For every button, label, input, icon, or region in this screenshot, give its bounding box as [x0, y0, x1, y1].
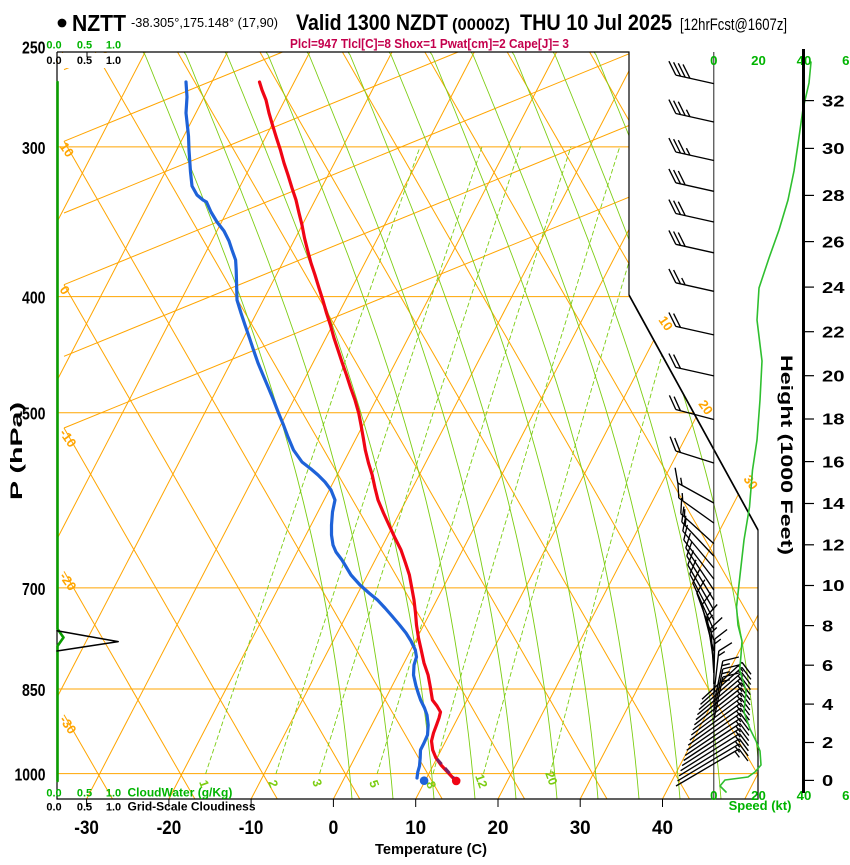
svg-text:12: 12: [822, 538, 845, 555]
svg-text:24: 24: [822, 280, 845, 297]
svg-text:Valid 1300 NZDT: Valid 1300 NZDT: [296, 10, 448, 35]
svg-text:0: 0: [710, 53, 717, 68]
svg-text:3: 3: [309, 777, 325, 788]
svg-text:0.5: 0.5: [77, 802, 92, 814]
svg-text:[12hrFcst@1607z]: [12hrFcst@1607z]: [680, 15, 787, 34]
svg-text:0.5: 0.5: [77, 55, 92, 67]
svg-text:20: 20: [751, 788, 766, 803]
svg-text:1: 1: [196, 778, 212, 789]
svg-text:Plcl=947 Tlcl[C]=8 Shox=1 Pwat: Plcl=947 Tlcl[C]=8 Shox=1 Pwat[cm]=2 Cap…: [290, 36, 569, 51]
svg-text:1.0: 1.0: [106, 802, 121, 814]
svg-text:4: 4: [822, 697, 833, 714]
svg-text:60: 60: [842, 53, 850, 68]
svg-text:8: 8: [423, 779, 439, 790]
svg-text:(0000Z): (0000Z): [452, 15, 510, 34]
svg-text:300: 300: [22, 138, 46, 158]
svg-text:10: 10: [656, 313, 677, 333]
svg-text:0.5: 0.5: [77, 788, 92, 800]
svg-text:0.0: 0.0: [46, 55, 61, 67]
svg-text:0.5: 0.5: [77, 40, 92, 52]
svg-text:10: 10: [57, 139, 78, 159]
svg-text:CloudWater (g/Kg): CloudWater (g/Kg): [128, 786, 233, 800]
svg-text:Height (1000 Feet): Height (1000 Feet): [777, 355, 796, 555]
svg-text:NZTT: NZTT: [72, 10, 126, 36]
svg-text:700: 700: [22, 579, 46, 599]
svg-text:20: 20: [751, 53, 766, 68]
svg-text:40: 40: [652, 818, 673, 839]
svg-text:22: 22: [822, 324, 845, 341]
svg-text:THU 10 Jul 2025: THU 10 Jul 2025: [520, 10, 672, 35]
svg-text:30: 30: [822, 141, 845, 158]
svg-text:20: 20: [488, 818, 509, 839]
svg-text:500: 500: [22, 404, 46, 424]
svg-text:10: 10: [822, 578, 845, 595]
svg-text:12: 12: [472, 772, 490, 790]
svg-text:Temperature (C): Temperature (C): [375, 841, 487, 858]
svg-text:2: 2: [265, 778, 281, 789]
svg-text:0.0: 0.0: [46, 40, 61, 52]
svg-text:30: 30: [570, 818, 591, 839]
svg-text:20: 20: [542, 769, 560, 787]
svg-text:16: 16: [822, 454, 845, 471]
svg-text:Grid-Scale Cloudiness: Grid-Scale Cloudiness: [128, 800, 256, 814]
svg-text:2: 2: [822, 735, 833, 752]
svg-text:Speed (kt): Speed (kt): [729, 798, 792, 813]
svg-text:250: 250: [22, 38, 46, 58]
svg-text:0: 0: [710, 788, 717, 803]
svg-text:1.0: 1.0: [106, 40, 121, 52]
svg-text:0.0: 0.0: [46, 802, 61, 814]
svg-text:0.0: 0.0: [46, 788, 61, 800]
svg-text:-20: -20: [157, 818, 182, 839]
svg-text:0: 0: [822, 773, 833, 790]
svg-text:-30: -30: [74, 818, 99, 839]
svg-text:P (hPa): P (hPa): [7, 402, 26, 500]
svg-text:6: 6: [822, 658, 833, 675]
svg-text:60: 60: [842, 788, 850, 803]
svg-text:10: 10: [405, 818, 426, 839]
svg-text:-10: -10: [239, 818, 264, 839]
svg-text:1000: 1000: [15, 765, 46, 785]
svg-text:400: 400: [22, 288, 46, 308]
svg-text:18: 18: [822, 412, 845, 429]
svg-text:1.0: 1.0: [106, 55, 121, 67]
svg-text:26: 26: [822, 234, 845, 251]
svg-text:850: 850: [22, 680, 46, 700]
svg-text:-38.305°,175.148° (17,90): -38.305°,175.148° (17,90): [131, 15, 278, 30]
svg-text:20: 20: [696, 397, 717, 417]
svg-text:20: 20: [822, 368, 845, 385]
svg-text:8: 8: [822, 618, 833, 635]
svg-text:1.0: 1.0: [106, 788, 121, 800]
svg-text:14: 14: [822, 496, 845, 513]
svg-text:5: 5: [366, 778, 382, 789]
svg-text:40: 40: [797, 788, 812, 803]
svg-text:28: 28: [822, 188, 845, 205]
svg-text:0: 0: [329, 818, 339, 839]
svg-text:32: 32: [822, 93, 845, 110]
